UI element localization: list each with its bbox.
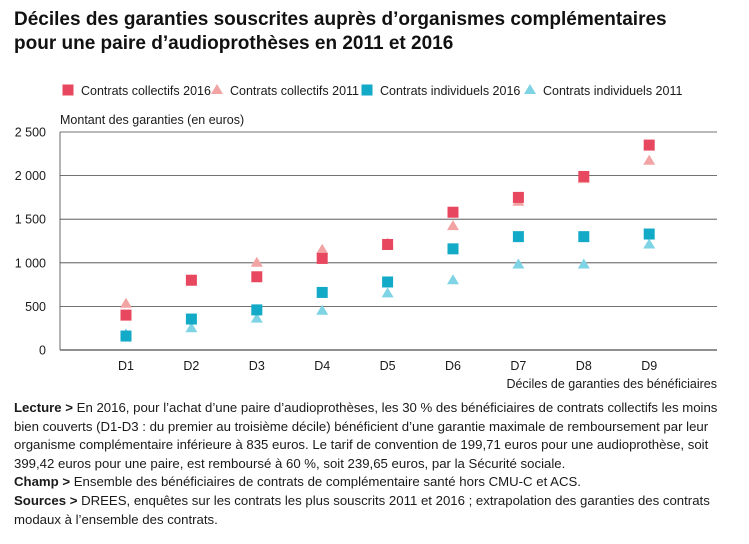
series-contrats-individuels-2011 [120, 238, 656, 339]
data-point [577, 258, 590, 269]
note-champ: Champ > Ensemble des bénéficiaires de co… [14, 473, 736, 492]
data-point [120, 309, 132, 321]
data-point [316, 286, 328, 298]
data-point [382, 238, 394, 250]
legend-marker [211, 84, 223, 94]
y-tick-label: 1 000 [15, 256, 46, 270]
scatter-chart: Contrats collectifs 2016 Contrats collect… [15, 84, 717, 391]
grid [59, 131, 717, 351]
x-tick-label: D6 [445, 359, 461, 373]
data-point [643, 228, 655, 240]
y-axis-ticks: 0 500 1 000 1 500 2 000 2 500 [15, 126, 46, 358]
data-point [251, 304, 263, 316]
data-point [120, 297, 132, 308]
note-lecture-label: Lecture > [14, 400, 74, 415]
x-tick-label: D5 [380, 359, 396, 373]
legend-label: Contrats collectifs 2011 [230, 84, 359, 98]
x-tick-label: D2 [183, 359, 199, 373]
data-point [381, 287, 394, 298]
legend-label: Contrats individuels 2016 [380, 84, 520, 98]
data-point [185, 322, 198, 333]
data-point [251, 271, 263, 283]
legend-item: Contrats individuels 2016 [361, 84, 520, 98]
x-tick-label: D3 [249, 359, 265, 373]
series-contrats-collectifs-2016 [120, 139, 655, 321]
data-point [643, 139, 655, 151]
data-point [120, 330, 132, 342]
legend: Contrats collectifs 2016 Contrats collect… [62, 84, 682, 98]
notes: Lecture > En 2016, pour l’achat d’une pa… [14, 399, 736, 529]
legend-label: Contrats individuels 2011 [543, 84, 682, 98]
x-axis-ticks: D1 D2 D3 D4 D5 D6 D7 D8 D9 [118, 359, 657, 373]
data-point [447, 274, 459, 285]
x-tick-label: D9 [641, 359, 657, 373]
x-tick-label: D7 [510, 359, 526, 373]
data-point [382, 276, 394, 288]
data-point [316, 243, 329, 254]
data-points [120, 139, 656, 342]
legend-marker [361, 84, 373, 96]
x-axis-label: Déciles de garanties des bénéficiaires [506, 377, 717, 391]
data-point [316, 252, 328, 264]
data-point [512, 258, 525, 269]
note-champ-text: Ensemble des bénéficiaires de contrats d… [70, 474, 581, 490]
note-sources-label: Sources > [14, 492, 78, 508]
data-point [643, 238, 656, 249]
x-tick-label: D1 [118, 359, 134, 373]
y-tick-label: 0 [39, 344, 46, 358]
data-point [316, 304, 329, 315]
x-tick-label: D4 [314, 359, 330, 373]
note-lecture: Lecture > En 2016, pour l’achat d’une pa… [14, 399, 736, 473]
legend-marker [524, 84, 536, 94]
legend-item: Contrats collectifs 2011 [211, 84, 359, 98]
data-point [643, 154, 656, 165]
data-point [185, 313, 197, 325]
data-point [447, 243, 459, 255]
data-point [250, 312, 263, 323]
y-tick-label: 2 000 [15, 169, 46, 183]
data-point [578, 231, 590, 243]
chart-title: Déciles des garanties souscrites auprès … [14, 8, 734, 56]
data-point [512, 231, 524, 243]
note-sources: Sources > DREES, enquêtes sur les contra… [14, 492, 736, 529]
chart-title-line-1: Déciles des garanties souscrites auprès … [14, 9, 667, 30]
y-tick-label: 1 500 [15, 213, 46, 227]
y-axis-label: Montant des garanties (en euros) [60, 113, 244, 127]
legend-item: Contrats collectifs 2016 [62, 84, 211, 98]
note-champ-label: Champ > [14, 474, 71, 490]
y-tick-label: 500 [25, 300, 46, 314]
legend-item: Contrats individuels 2011 [524, 84, 682, 98]
legend-label: Contrats collectifs 2016 [81, 84, 211, 98]
data-point [250, 256, 263, 267]
data-point [447, 220, 459, 231]
data-point [447, 206, 459, 218]
data-point [578, 170, 590, 182]
x-tick-label: D8 [576, 359, 592, 373]
series-contrats-individuels-2016 [120, 228, 655, 342]
legend-marker [62, 84, 74, 96]
data-point [185, 274, 197, 286]
note-sources-text: DREES, enquêtes sur les contrats les plu… [14, 492, 710, 527]
note-lecture-text: En 2016, pour l’achat d’une paire d’audi… [14, 400, 718, 471]
chart-title-line-2: pour une paire d’audioprothèses en 2011 … [14, 33, 454, 54]
data-point [512, 191, 524, 203]
y-tick-label: 2 500 [15, 126, 46, 140]
